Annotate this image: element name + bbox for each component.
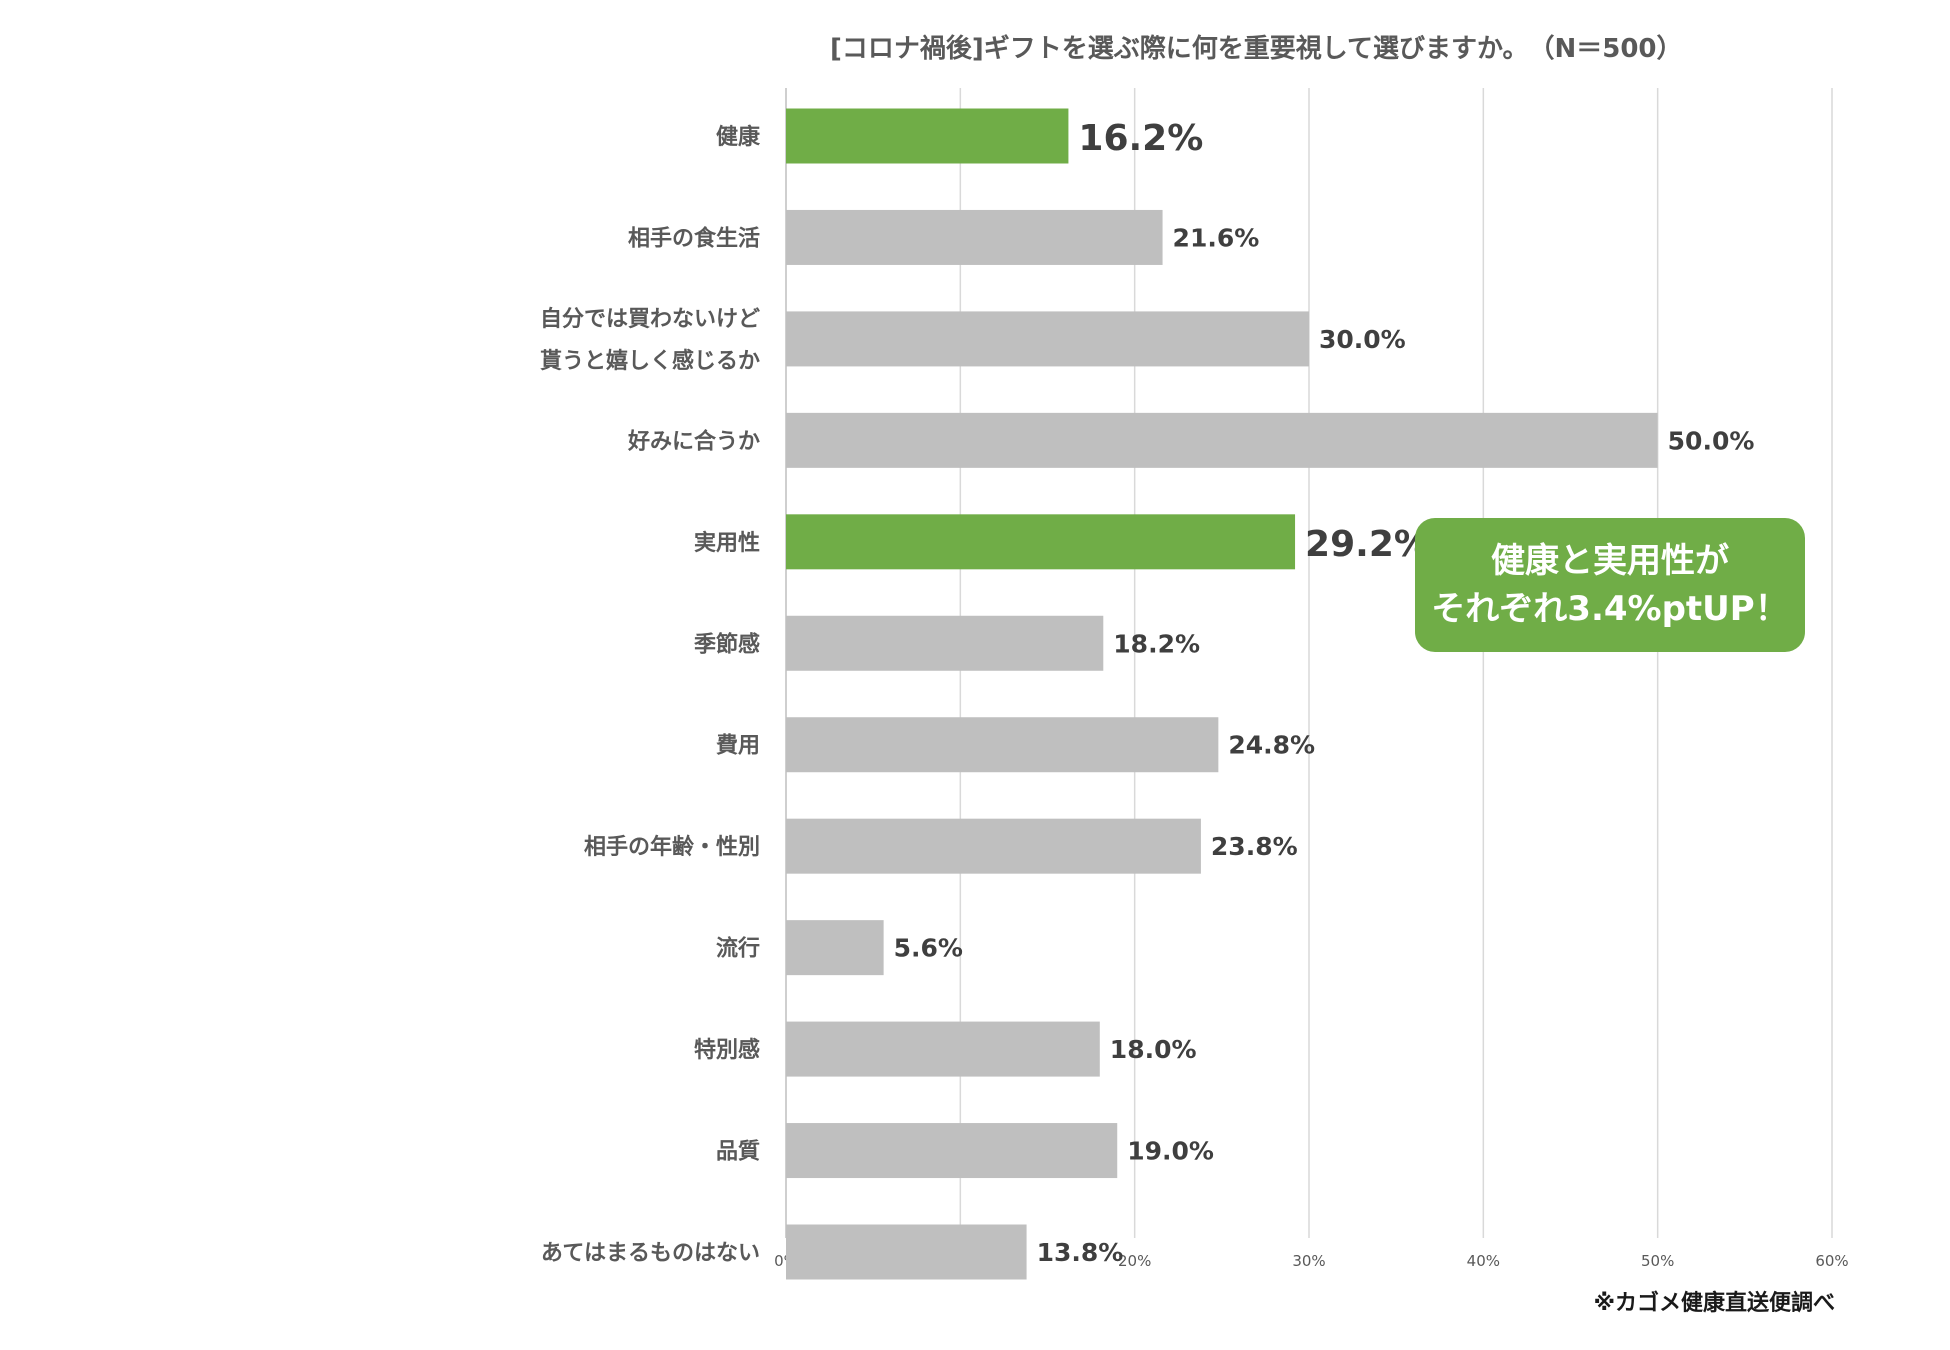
data-label: 19.0% — [1127, 1137, 1214, 1166]
x-tick-label: 40% — [1467, 1252, 1500, 1270]
x-tick-label: 50% — [1641, 1252, 1674, 1270]
data-label: 18.0% — [1110, 1035, 1197, 1064]
category-label: 好みに合うか — [627, 428, 760, 454]
category-label: 健康 — [716, 124, 761, 150]
data-label: 23.8% — [1211, 832, 1298, 861]
callout-line-2: それぞれ3.4%ptUP！ — [1431, 589, 1789, 629]
bar — [786, 209, 1163, 265]
category-label: 季節感 — [694, 631, 760, 657]
x-tick-label: 60% — [1815, 1252, 1848, 1270]
callout-line-1: 健康と実用性が — [1491, 541, 1729, 581]
bar — [786, 514, 1296, 570]
bar — [786, 1021, 1100, 1077]
bar — [786, 920, 884, 976]
x-tick-label: 30% — [1292, 1252, 1325, 1270]
data-label: 18.2% — [1113, 629, 1200, 658]
bar — [786, 818, 1201, 874]
category-label: あてはまるものはない — [541, 1241, 760, 1266]
data-label: 50.0% — [1668, 426, 1755, 455]
bar — [786, 615, 1104, 671]
bar — [786, 108, 1069, 164]
data-label: 13.8% — [1037, 1238, 1124, 1267]
category-label: 流行 — [716, 936, 760, 962]
data-label: 21.6% — [1173, 223, 1260, 252]
category-label: 貰うと嬉しく感じるか — [540, 348, 760, 374]
category-label: 相手の食生活 — [628, 225, 760, 251]
bar — [786, 311, 1309, 367]
bar — [786, 1224, 1027, 1280]
category-label: 相手の年齢・性別 — [584, 834, 760, 860]
x-tick-label: 20% — [1118, 1252, 1151, 1270]
category-label: 自分では買わないけど — [540, 306, 760, 332]
chart-title: [コロナ禍後]ギフトを選ぶ際に何を重要視して選びますか。 （N＝500） — [830, 34, 1683, 64]
bar — [786, 412, 1658, 468]
highlight-callout: 健康と実用性が それぞれ3.4%ptUP！ — [1415, 518, 1805, 652]
data-label: 16.2% — [1078, 118, 1203, 159]
data-label: 29.2% — [1305, 524, 1430, 565]
category-label: 費用 — [716, 734, 760, 759]
category-label: 品質 — [716, 1140, 760, 1165]
category-label: 実用性 — [694, 530, 760, 556]
category-label: 特別感 — [694, 1037, 760, 1063]
bar — [786, 717, 1219, 773]
bar — [786, 1123, 1118, 1179]
data-label: 30.0% — [1319, 325, 1406, 354]
source-note: ※カゴメ健康直送便調べ — [1593, 1291, 1835, 1316]
data-label: 5.6% — [894, 934, 963, 963]
data-label: 24.8% — [1228, 731, 1315, 760]
